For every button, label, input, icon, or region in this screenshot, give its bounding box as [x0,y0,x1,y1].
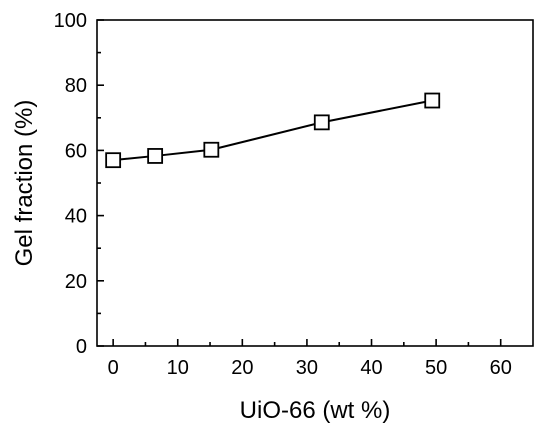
data-point-marker [313,114,330,131]
axes [96,19,534,347]
plot-frame [96,19,534,347]
y-tick-label: 80 [65,75,87,97]
x-tick-label: 50 [425,357,447,379]
data-point-marker [203,141,220,158]
data-point-marker [424,92,441,109]
y-tick-label: 20 [65,271,87,293]
x-axis-title: UiO-66 (wt %) [240,397,391,424]
x-tick-label: 40 [360,357,382,379]
y-tick-label: 40 [65,206,87,228]
x-tick-label: 10 [167,357,189,379]
y-tick-label: 100 [54,10,87,32]
x-tick-label: 20 [231,357,253,379]
y-axis-title: Gel fraction (%) [11,100,38,267]
y-tick-label: 60 [65,140,87,162]
x-tick-label: 60 [490,357,512,379]
data-point-marker [147,148,164,164]
ticks: 0 10 20 30 40 50 60 0 20 40 60 80 100 [54,10,512,379]
y-tick-label: 0 [76,336,87,358]
data-point-marker [105,152,122,169]
x-tick-label: 30 [296,357,318,379]
x-tick-label: 0 [108,357,119,379]
series [105,92,441,169]
